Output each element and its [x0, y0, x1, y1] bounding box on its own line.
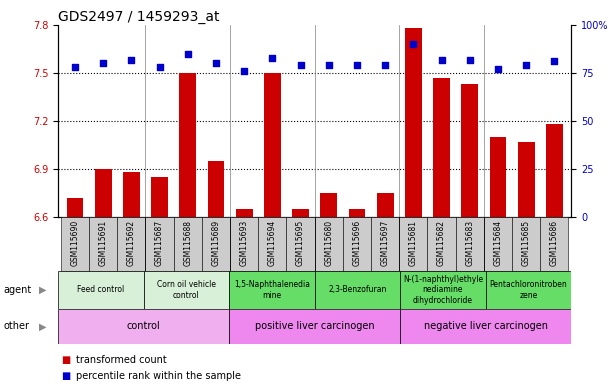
- FancyBboxPatch shape: [229, 309, 400, 344]
- Text: positive liver carcinogen: positive liver carcinogen: [255, 321, 375, 331]
- FancyBboxPatch shape: [229, 271, 315, 309]
- FancyBboxPatch shape: [484, 217, 512, 271]
- Point: [380, 62, 390, 68]
- Text: GSM115692: GSM115692: [127, 220, 136, 266]
- Point: [126, 56, 136, 63]
- Point: [268, 55, 277, 61]
- FancyBboxPatch shape: [230, 217, 258, 271]
- Text: Feed control: Feed control: [77, 285, 125, 295]
- Text: GSM115684: GSM115684: [494, 220, 502, 266]
- Bar: [123, 172, 140, 384]
- FancyBboxPatch shape: [202, 217, 230, 271]
- FancyBboxPatch shape: [428, 217, 456, 271]
- Point: [155, 64, 164, 70]
- Point: [352, 62, 362, 68]
- Text: ■: ■: [61, 371, 70, 381]
- Text: other: other: [3, 321, 29, 331]
- Bar: [546, 124, 563, 384]
- Point: [324, 62, 334, 68]
- Point: [437, 56, 447, 63]
- Text: GSM115681: GSM115681: [409, 220, 418, 266]
- Bar: [236, 209, 252, 384]
- Text: 2,3-Benzofuran: 2,3-Benzofuran: [328, 285, 387, 295]
- Bar: [377, 193, 393, 384]
- FancyBboxPatch shape: [512, 217, 540, 271]
- Text: GSM115690: GSM115690: [70, 220, 79, 266]
- Bar: [461, 84, 478, 384]
- Bar: [518, 142, 535, 384]
- Point: [296, 62, 306, 68]
- Text: Corn oil vehicle
control: Corn oil vehicle control: [157, 280, 216, 300]
- Point: [98, 60, 108, 66]
- Text: control: control: [126, 321, 161, 331]
- Text: GSM115693: GSM115693: [240, 220, 249, 266]
- Text: Pentachloronitroben
zene: Pentachloronitroben zene: [489, 280, 568, 300]
- Text: GSM115685: GSM115685: [522, 220, 531, 266]
- Text: percentile rank within the sample: percentile rank within the sample: [76, 371, 241, 381]
- FancyBboxPatch shape: [58, 271, 144, 309]
- Text: ▶: ▶: [38, 321, 46, 331]
- Text: GSM115696: GSM115696: [353, 220, 362, 266]
- Point: [70, 64, 80, 70]
- FancyBboxPatch shape: [456, 217, 484, 271]
- Text: ▶: ▶: [38, 285, 46, 295]
- Text: GSM115697: GSM115697: [381, 220, 390, 266]
- Bar: [320, 193, 337, 384]
- Point: [493, 66, 503, 72]
- FancyBboxPatch shape: [371, 217, 399, 271]
- FancyBboxPatch shape: [400, 271, 486, 309]
- FancyBboxPatch shape: [343, 217, 371, 271]
- Point: [549, 58, 559, 65]
- Text: agent: agent: [3, 285, 31, 295]
- Bar: [433, 78, 450, 384]
- Bar: [489, 137, 507, 384]
- FancyBboxPatch shape: [540, 217, 568, 271]
- Text: ■: ■: [61, 355, 70, 365]
- FancyBboxPatch shape: [315, 271, 400, 309]
- FancyBboxPatch shape: [258, 217, 287, 271]
- Text: 1,5-Naphthalenedia
mine: 1,5-Naphthalenedia mine: [234, 280, 310, 300]
- FancyBboxPatch shape: [144, 271, 229, 309]
- Point: [240, 68, 249, 74]
- Text: GSM115689: GSM115689: [211, 220, 221, 266]
- FancyBboxPatch shape: [58, 309, 229, 344]
- Text: GSM115687: GSM115687: [155, 220, 164, 266]
- Point: [521, 62, 531, 68]
- FancyBboxPatch shape: [399, 217, 428, 271]
- Text: transformed count: transformed count: [76, 355, 167, 365]
- Bar: [292, 209, 309, 384]
- FancyBboxPatch shape: [174, 217, 202, 271]
- Text: GSM115683: GSM115683: [465, 220, 474, 266]
- Bar: [179, 73, 196, 384]
- Point: [211, 60, 221, 66]
- Bar: [67, 198, 84, 384]
- Text: GDS2497 / 1459293_at: GDS2497 / 1459293_at: [58, 10, 219, 24]
- Bar: [348, 209, 365, 384]
- Point: [183, 51, 192, 57]
- Bar: [208, 161, 224, 384]
- Bar: [264, 73, 281, 384]
- FancyBboxPatch shape: [89, 217, 117, 271]
- Text: GSM115688: GSM115688: [183, 220, 192, 266]
- FancyBboxPatch shape: [486, 271, 571, 309]
- Text: GSM115686: GSM115686: [550, 220, 559, 266]
- Bar: [405, 28, 422, 384]
- Bar: [151, 177, 168, 384]
- Point: [465, 56, 475, 63]
- Bar: [95, 169, 112, 384]
- FancyBboxPatch shape: [400, 309, 571, 344]
- Text: GSM115691: GSM115691: [98, 220, 108, 266]
- Text: GSM115695: GSM115695: [296, 220, 305, 266]
- FancyBboxPatch shape: [61, 217, 89, 271]
- Text: negative liver carcinogen: negative liver carcinogen: [424, 321, 547, 331]
- FancyBboxPatch shape: [145, 217, 174, 271]
- FancyBboxPatch shape: [117, 217, 145, 271]
- FancyBboxPatch shape: [287, 217, 315, 271]
- Text: GSM115682: GSM115682: [437, 220, 446, 266]
- Text: N-(1-naphthyl)ethyle
nediamine
dihydrochloride: N-(1-naphthyl)ethyle nediamine dihydroch…: [403, 275, 483, 305]
- FancyBboxPatch shape: [315, 217, 343, 271]
- Text: GSM115680: GSM115680: [324, 220, 333, 266]
- Text: GSM115694: GSM115694: [268, 220, 277, 266]
- Point: [409, 41, 419, 47]
